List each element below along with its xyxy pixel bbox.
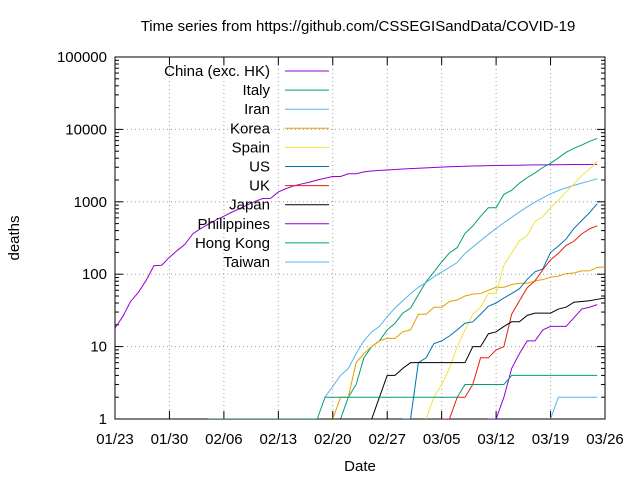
legend-label: Taiwan: [223, 254, 270, 271]
x-axis-label: Date: [344, 458, 376, 475]
x-tick-label: 03/12: [477, 431, 515, 448]
x-tick-label: 02/20: [314, 431, 352, 448]
legend-label: China (exc. HK): [164, 63, 270, 80]
x-tick-label: 01/30: [151, 431, 189, 448]
y-tick-label: 10: [90, 339, 107, 356]
x-tick-label: 02/13: [260, 431, 298, 448]
series-line-italy: [340, 137, 598, 419]
x-tick-label: 03/26: [586, 431, 624, 448]
series-line-spain: [425, 160, 598, 419]
chart-title: Time series from https://github.com/CSSE…: [141, 18, 576, 35]
series-line-hong-kong: [208, 374, 598, 419]
y-axis-ticks: 1 10 100 1000 10000 100000: [57, 49, 605, 428]
legend-label: Italy: [242, 82, 270, 99]
series-line-us: [402, 203, 598, 419]
legend-label: Japan: [229, 197, 270, 214]
series-lines: [115, 137, 605, 419]
x-tick-label: 02/06: [205, 431, 243, 448]
gridlines: [115, 57, 605, 419]
legend-label: UK: [249, 178, 270, 195]
x-tick-label: 03/19: [532, 431, 570, 448]
y-tick-label: 1000: [74, 194, 107, 211]
series-line-china-exc-hk: [115, 163, 598, 329]
x-tick-label: 01/23: [96, 431, 134, 448]
legend-label: Hong Kong: [195, 235, 270, 252]
series-line-japan: [278, 297, 605, 419]
series-line-korea: [332, 266, 605, 419]
x-tick-label: 02/27: [368, 431, 406, 448]
legend-label: US: [249, 159, 270, 176]
series-line-taiwan: [550, 396, 598, 419]
x-tick-label: 03/05: [423, 431, 461, 448]
legend: China (exc. HK) Italy Iran Korea Spain US UK Ja…: [164, 63, 329, 271]
legend-label: Philippines: [197, 216, 270, 233]
legend-label: Spain: [232, 139, 270, 156]
legend-label: Korea: [230, 120, 271, 137]
y-axis-label: deaths: [6, 215, 23, 260]
y-tick-label: 100000: [57, 49, 107, 66]
y-tick-label: 10000: [65, 121, 107, 138]
plot-frame: [114, 56, 606, 420]
legend-label: Iran: [244, 101, 270, 118]
series-line-uk: [441, 225, 598, 419]
y-tick-label: 100: [82, 266, 107, 283]
series-line-iran: [324, 178, 598, 398]
series-line-philippines: [488, 304, 598, 419]
y-tick-label: 1: [99, 411, 107, 428]
